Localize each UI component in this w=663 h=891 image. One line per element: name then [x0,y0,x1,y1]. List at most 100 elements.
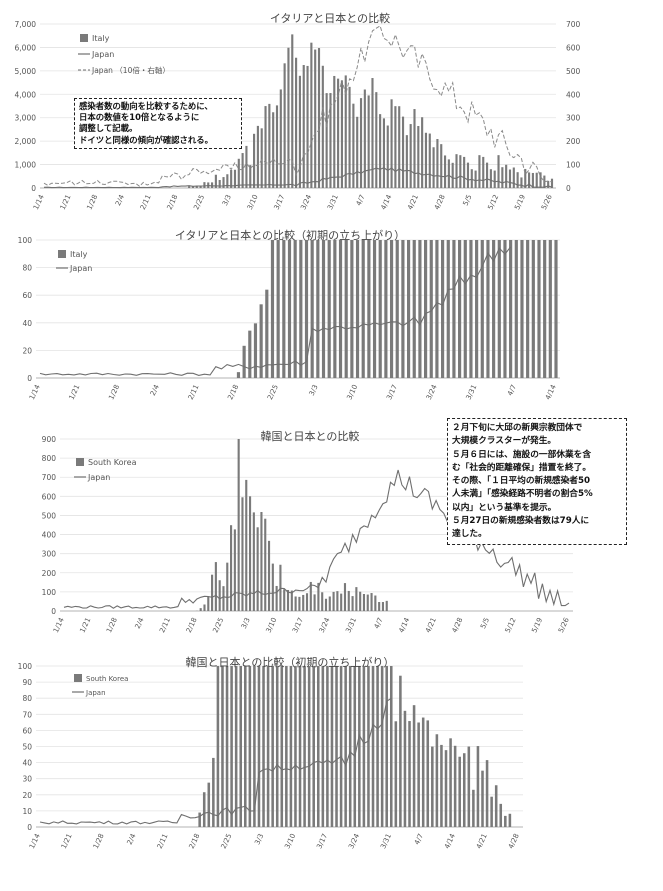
bar [265,289,269,378]
bar [328,596,331,611]
y-tick-label: 1,000 [15,161,37,170]
bar [230,525,233,611]
bar [390,99,393,188]
x-tick-label: 1/14 [52,616,66,634]
bar [493,170,496,188]
bar [508,169,512,188]
bar [211,574,214,611]
x-tick-label: 1/21 [60,832,74,850]
x-tick-label: 4/21 [475,832,489,850]
x-tick-label: 2/11 [156,832,170,850]
annotation-korea-note: ２月下旬に大邱の新興宗教団体で 大規模クラスターが発生。 ５月６日には、施設の一… [447,418,627,545]
bar [325,93,328,188]
bar [432,147,435,188]
x-tick-label: 5/12 [486,193,500,211]
bar [310,42,313,188]
bar [440,744,443,827]
bar [249,165,252,188]
x-tick-label: 2/4 [149,383,161,397]
bar [339,666,343,827]
x-tick-label: 3/3 [308,383,320,397]
annotation-line: 大規模クラスターが発生。 [452,436,557,447]
annotation-line: 日本の数値を10倍となるように [79,112,200,123]
x-tick-label: 4/14 [379,193,393,211]
annotation-line: 感染者数の動向を比較するために、 [79,101,213,111]
bar [520,177,523,188]
bar [428,133,431,188]
x-tick-label: 5/19 [513,193,527,211]
x-tick-label: 1/14 [28,832,42,850]
bar [344,666,347,827]
x-tick-label: 5/26 [557,616,571,634]
bar [399,675,402,827]
x-tick-label: 2/4 [126,832,138,846]
bar [298,596,301,611]
bar [312,666,315,827]
bar [380,666,384,827]
bar [431,746,434,827]
bar [472,789,475,827]
y-tick-label: 80 [22,694,32,703]
bar [329,93,332,188]
bar [403,710,407,827]
x-tick-label: 3/24 [425,383,439,401]
bar [253,666,256,827]
bar [321,592,324,611]
bar [344,240,348,378]
bar [462,753,466,827]
x-tick-label: 3/31 [326,193,340,211]
annotation-line: ドイツと同様の傾向が確認される。 [79,134,213,145]
annotation-line: ５月６日には、施設の一部休業を含 [452,449,591,460]
bar [276,240,280,378]
x-tick-label: 2/25 [220,832,234,850]
bar [537,240,541,378]
bar [203,182,206,188]
x-tick-label: 2/18 [166,193,180,211]
bar [367,240,371,378]
x-tick-label: 3/31 [344,616,358,634]
y-tick-label: 100 [18,236,33,245]
bar [294,596,297,611]
bar [531,240,535,378]
series-line-japan-x10 [43,25,553,187]
bar [283,589,286,611]
bar [304,240,309,378]
bar [333,75,336,188]
bar [248,666,252,827]
bar [489,169,492,188]
bar [199,186,202,188]
bar [395,240,399,378]
bar [355,587,358,611]
series-line-japan [63,469,570,609]
annotation-line: ２月下旬に大邱の新興宗教団体で [452,423,583,433]
y-tick-label: 6,000 [15,43,37,52]
bar [207,596,210,611]
bar [482,156,485,188]
chart-korea-japan: 0 100 200 300 400 500 600 700 800 900 1/14 1/21 1/28… [0,420,663,645]
bar [214,174,217,188]
legend-label-line: Japan [69,264,92,273]
x-tick-label: 3/3 [253,832,265,846]
annotation-line: 達した。 [452,529,487,540]
x-tick-label: 4/21 [406,193,420,211]
y-tick-label: 50 [22,743,32,752]
bar [289,666,293,827]
x-tick-label: 1/28 [105,616,119,634]
y-tick-label: 60 [22,726,32,735]
legend-swatch-bar [74,674,82,682]
bar [435,240,439,378]
bar [207,782,211,827]
bar [330,666,334,827]
bar [259,304,263,378]
x-tick-label: 3/3 [221,193,233,207]
x-tick-label: 3/3 [240,616,252,630]
bar [394,106,397,188]
bar [248,330,252,378]
bar [447,159,450,188]
bar [444,750,448,827]
bar [436,139,439,188]
bar [535,172,538,188]
bar [426,720,430,827]
bar [303,666,306,827]
bar [367,666,370,827]
